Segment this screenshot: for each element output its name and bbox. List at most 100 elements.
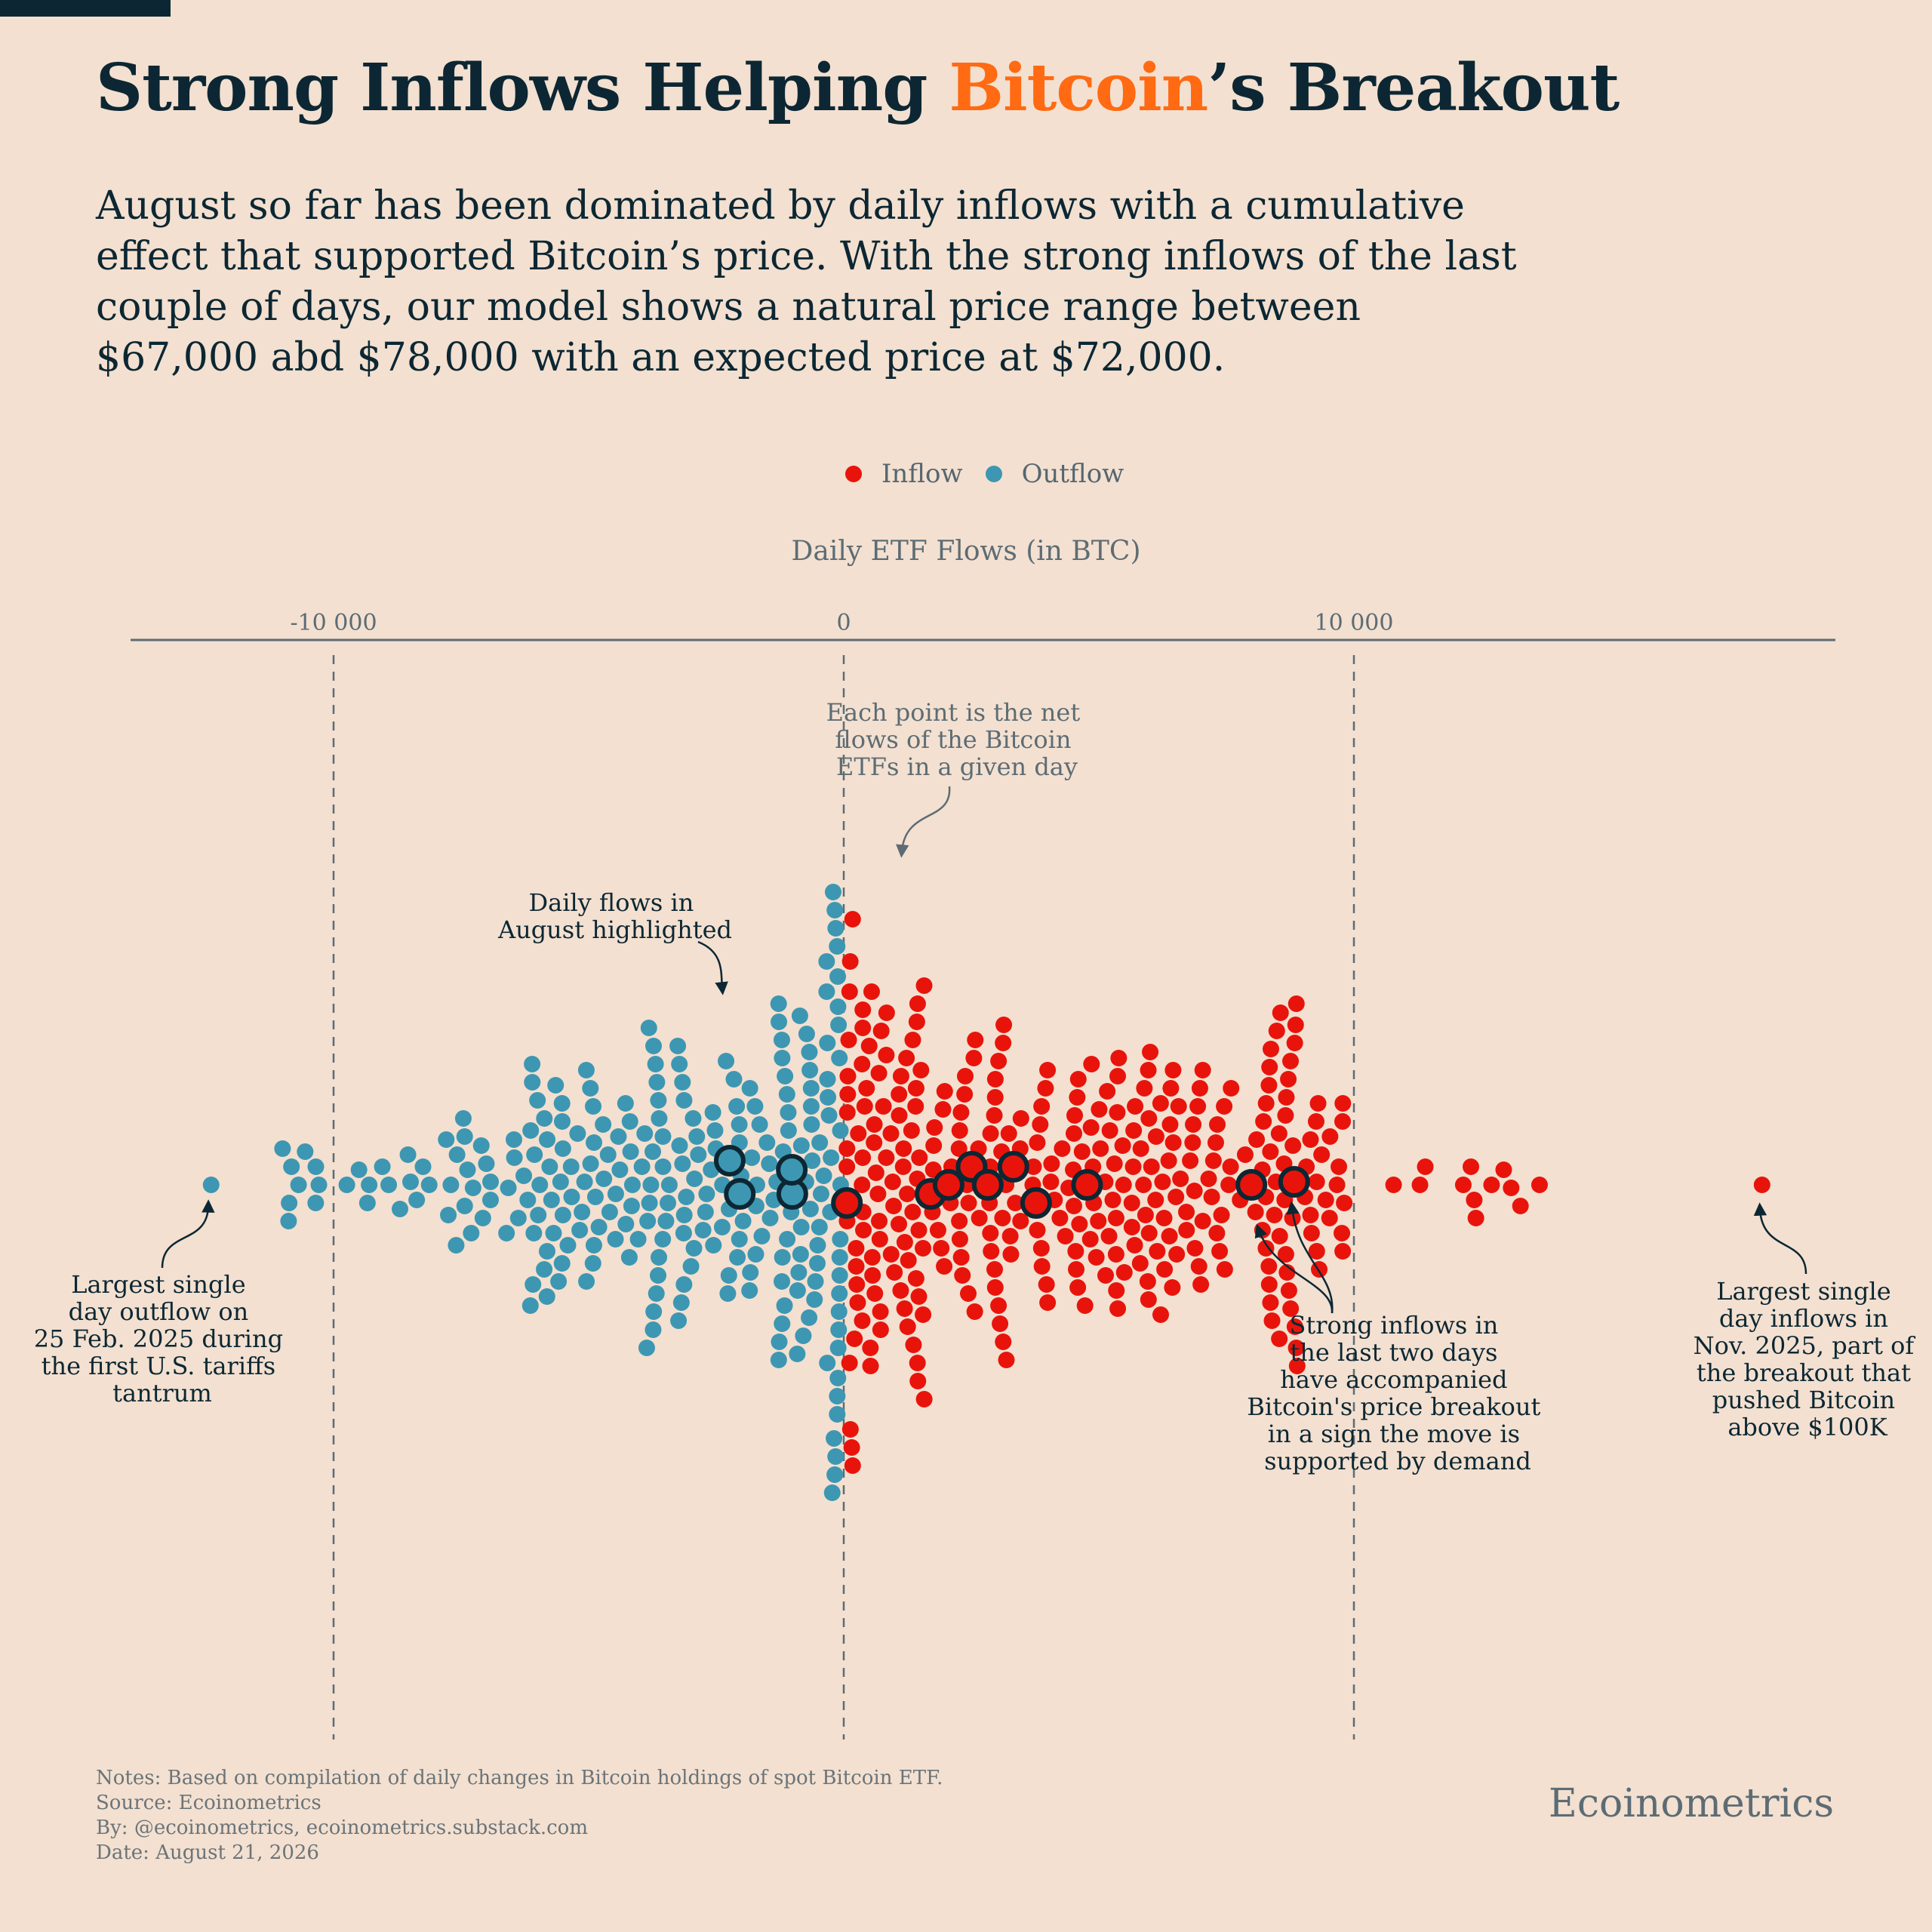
inflow-point <box>1037 1080 1054 1097</box>
title-accent: Bitcoin <box>949 50 1208 126</box>
outflow-point <box>685 1110 702 1127</box>
inflow-point <box>909 1355 926 1371</box>
inflow-point <box>866 1134 883 1151</box>
inflow-point <box>839 1068 857 1084</box>
outflow-point <box>690 1146 707 1163</box>
annotation-largest-outflow-line-5: tantrum <box>112 1379 212 1407</box>
inflow-point <box>903 1122 920 1139</box>
inflow-point <box>1328 1177 1346 1193</box>
inflow-point <box>1137 1207 1154 1223</box>
outflow-point <box>338 1177 355 1193</box>
outflow-point <box>698 1186 715 1202</box>
corner-accent-bar <box>0 0 171 17</box>
inflow-point <box>1302 1131 1319 1148</box>
outflow-point <box>831 1249 848 1266</box>
inflow-point <box>1454 1177 1472 1193</box>
inflow-point <box>1164 1062 1182 1078</box>
inflow-point <box>1277 1107 1294 1124</box>
inflow-point <box>1262 1041 1279 1057</box>
inflow-point <box>1495 1161 1512 1178</box>
outflow-point <box>350 1161 368 1178</box>
inflow-point <box>1203 1189 1220 1205</box>
inflow-point <box>926 1119 943 1136</box>
inflow-point <box>911 1149 928 1166</box>
outflow-point <box>358 1195 376 1211</box>
inflow-point <box>1029 1222 1046 1238</box>
inflow-point <box>1209 1116 1226 1133</box>
outflow-point <box>829 1388 846 1404</box>
inflow-point <box>1039 1062 1057 1078</box>
inflow-point <box>1503 1180 1520 1196</box>
outflow-point <box>801 1201 819 1217</box>
outflow-point <box>829 998 847 1015</box>
inflow-point <box>1099 1083 1116 1100</box>
inflow-point <box>908 1014 925 1030</box>
inflow-point <box>965 1050 983 1066</box>
inflow-point <box>1092 1140 1109 1157</box>
outflow-point <box>746 1098 764 1115</box>
outflow-point <box>585 1098 602 1115</box>
inflow-point <box>898 1050 915 1066</box>
august-highlight-ring <box>1071 1169 1103 1201</box>
inflow-point <box>1139 1273 1156 1290</box>
inflow-point <box>1152 1306 1169 1323</box>
outflow-point <box>832 1231 849 1247</box>
inflow-point <box>1143 1158 1160 1175</box>
inflow-point <box>959 1285 977 1302</box>
outflow-point <box>448 1146 466 1163</box>
inflow-point <box>1066 1107 1084 1124</box>
inflow-point <box>1155 1210 1173 1226</box>
outflow-point <box>536 1110 553 1127</box>
outflow-point <box>472 1137 490 1154</box>
annotation-strong-inflows-line-2: the last two days <box>1290 1338 1497 1367</box>
inflow-point <box>1162 1080 1180 1097</box>
inflow-point <box>848 1276 866 1293</box>
outflow-point <box>802 1098 820 1115</box>
outflow-point <box>586 1134 603 1151</box>
arrow-strong-inflows-b <box>1254 1223 1334 1314</box>
inflow-point <box>844 1457 861 1474</box>
inflow-point <box>854 1001 872 1018</box>
inflow-point <box>1160 1152 1177 1169</box>
august-highlight-ring <box>776 1154 808 1186</box>
outflow-point <box>399 1146 417 1163</box>
note-line-3: By: @ecoinometrics, ecoinometrics.substa… <box>96 1817 588 1839</box>
outflow-point <box>553 1113 571 1130</box>
outflow-point <box>798 1026 815 1042</box>
inflow-point <box>1417 1158 1434 1175</box>
outflow-point <box>290 1177 307 1193</box>
august-highlight-ring <box>997 1151 1029 1183</box>
inflow-point <box>1204 1152 1222 1169</box>
inflow-point <box>951 1122 968 1139</box>
arrow-largest-outflow <box>161 1199 215 1269</box>
inflow-point <box>1411 1177 1429 1193</box>
outflow-point <box>638 1340 655 1356</box>
outflow-point <box>771 1334 788 1350</box>
outflow-point <box>590 1219 608 1235</box>
outflow-point <box>685 1240 703 1257</box>
inflow-point <box>995 1334 1012 1350</box>
inflow-point <box>1223 1080 1240 1097</box>
outflow-point <box>408 1192 426 1208</box>
inflow-point <box>854 1149 872 1166</box>
inflow-point <box>863 1249 881 1266</box>
annotation-largest-inflow-line-4: the breakout that <box>1697 1358 1911 1387</box>
annotation-largest-inflow-line-1: Largest single <box>1716 1277 1890 1306</box>
outflow-point <box>832 1122 849 1139</box>
inflow-point <box>855 1222 872 1238</box>
inflow-point <box>1132 1140 1149 1157</box>
inflow-point <box>1287 995 1305 1012</box>
outflow-point <box>651 1110 668 1127</box>
inflow-point <box>866 1285 884 1302</box>
inflow-point <box>1182 1152 1199 1169</box>
inflow-point <box>907 1098 924 1115</box>
inflow-point <box>896 1234 913 1251</box>
outflow-point <box>525 1225 543 1241</box>
outflow-point <box>648 1285 665 1302</box>
outflow-point <box>827 920 844 937</box>
outflow-point <box>741 1282 758 1299</box>
inflow-point <box>849 1294 866 1311</box>
outflow-point <box>538 1288 555 1305</box>
x-tick-label: 0 <box>836 610 851 636</box>
inflow-point <box>1156 1261 1174 1278</box>
